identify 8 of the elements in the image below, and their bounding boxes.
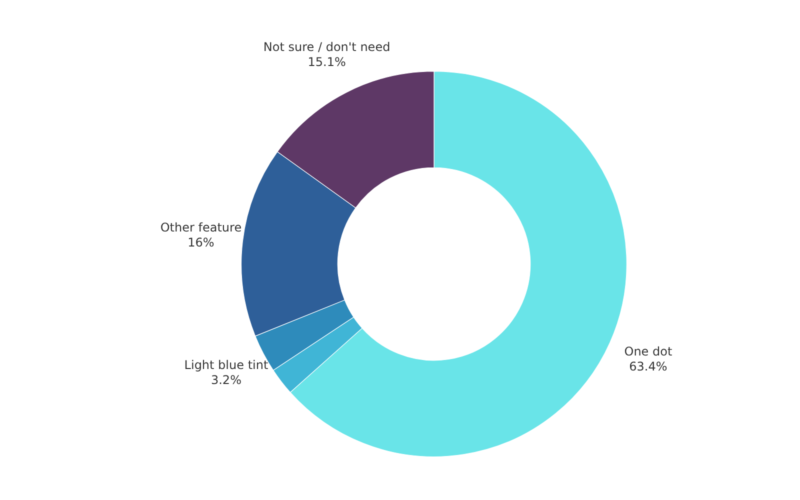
data-label: 15.1% xyxy=(308,54,346,69)
data-label: 16% xyxy=(188,236,214,250)
slice-label: One dot xyxy=(624,344,672,359)
slice-label: Light blue tint xyxy=(184,358,268,372)
data-label: 3.2% xyxy=(210,372,242,387)
data-label: 63.4% xyxy=(629,360,668,374)
slice-label: Other feature xyxy=(160,220,242,235)
slice-label: Not sure / don't need xyxy=(263,40,390,54)
